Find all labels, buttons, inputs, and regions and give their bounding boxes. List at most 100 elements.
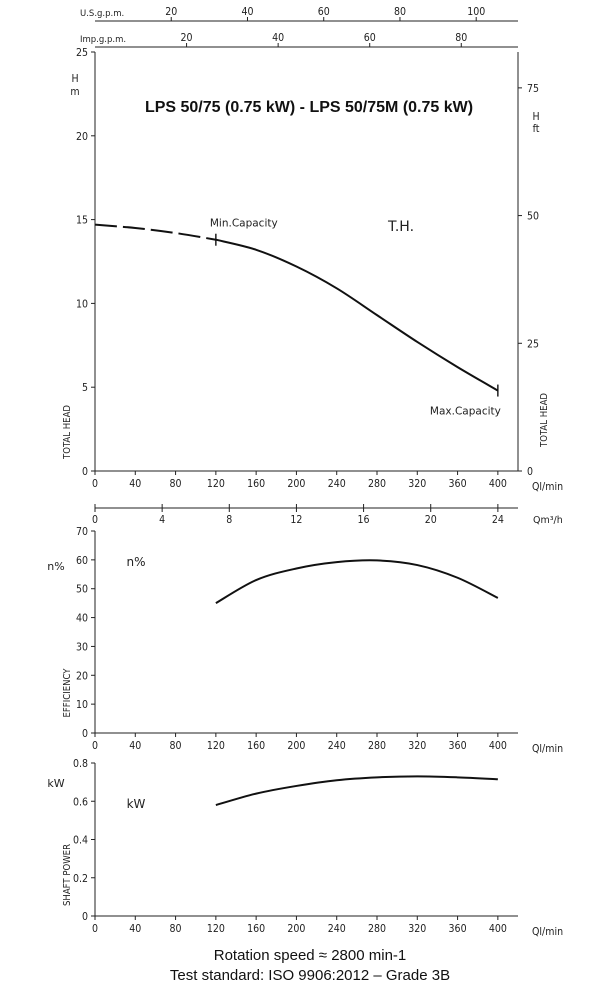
efficiency-unit-label: n% xyxy=(47,560,64,573)
shaft_power-x-tick-label: 280 xyxy=(368,923,386,935)
head-x-tick-label: 120 xyxy=(207,478,225,490)
efficiency-x-tick-label: 160 xyxy=(247,740,265,752)
top-flow-axes: U.S.g.p.m. Imp.g.p.m. 20 40 60 80 100 20 40 60 80 xyxy=(80,6,518,48)
m3h-tick-label: 8 xyxy=(226,514,232,526)
m3h-axis: 0 4 8 12 16 20 24 Qm³/h xyxy=(92,504,563,526)
efficiency-y-tick-label: 60 xyxy=(76,555,88,567)
head-x-tick-label: 0 xyxy=(92,478,98,490)
shaft_power-x-tick-label: 120 xyxy=(207,923,225,935)
efficiency-y-tick-label: 20 xyxy=(76,670,88,682)
us-gpm-tick-label: 100 xyxy=(467,6,485,18)
head-y-axis-title: TOTAL HEAD xyxy=(62,405,73,460)
head-y-tick-label: 10 xyxy=(76,298,88,310)
head-x-unit-label: Ql/min xyxy=(532,481,563,493)
head-y-tick-label: 5 xyxy=(82,382,88,394)
us-gpm-tick-label: 40 xyxy=(241,6,253,18)
head-x-tick-label: 200 xyxy=(287,478,305,490)
efficiency-x-tick-label: 400 xyxy=(489,740,507,752)
head-x-tick-label: 320 xyxy=(408,478,426,490)
shaft_power-y-axis-title: SHAFT POWER xyxy=(62,844,73,906)
efficiency-panel: 0 10 20 30 40 50 60 70 0 40 80 120 160 200 240 280 320 36… xyxy=(47,526,563,755)
head-y-tick-label: 15 xyxy=(76,215,88,227)
head-unit-h-label: H xyxy=(71,73,78,85)
efficiency-y-tick-label: 70 xyxy=(76,526,88,538)
m3h-tick-label: 20 xyxy=(425,514,437,526)
head-right-unit-ft-label: ft xyxy=(533,123,540,135)
us-gpm-tick-label: 80 xyxy=(394,6,406,18)
min-capacity-label: Min.Capacity xyxy=(210,218,278,230)
efficiency-y-tick-label: 30 xyxy=(76,641,88,653)
power-curve-label: kW xyxy=(127,797,146,811)
us-gpm-tick-label: 20 xyxy=(165,6,177,18)
shaft_power-x-tick-label: 40 xyxy=(129,923,141,935)
head-x-tick-label: 400 xyxy=(489,478,507,490)
head-right-tick-label: 0 xyxy=(527,466,533,478)
m3h-tick-label: 12 xyxy=(290,514,302,526)
head-right-tick-label: 25 xyxy=(527,338,539,350)
power-unit-label: kW xyxy=(47,777,64,790)
efficiency-x-unit-label: Ql/min xyxy=(532,743,563,755)
head-unit-m-label: m xyxy=(70,86,79,98)
shaft_power-x-tick-label: 360 xyxy=(449,923,467,935)
head-right-axis-title: TOTAL HEAD xyxy=(539,393,550,448)
shaft_power-x-tick-label: 400 xyxy=(489,923,507,935)
head-x-tick-label: 80 xyxy=(170,478,182,490)
head-y-tick-label: 25 xyxy=(76,47,88,59)
imp-gpm-tick-label: 60 xyxy=(364,32,376,44)
m3h-tick-label: 24 xyxy=(492,514,504,526)
imp-gpm-tick-label: 80 xyxy=(455,32,467,44)
efficiency-x-tick-label: 120 xyxy=(207,740,225,752)
shaft_power-x-unit-label: Ql/min xyxy=(532,926,563,938)
efficiency-y-tick-label: 50 xyxy=(76,584,88,596)
efficiency-x-tick-label: 280 xyxy=(368,740,386,752)
efficiency-y-tick-label: 40 xyxy=(76,613,88,625)
head-x-tick-label: 360 xyxy=(449,478,467,490)
shaft_power-x-tick-label: 80 xyxy=(170,923,182,935)
head-curve-label: T.H. xyxy=(387,219,414,235)
efficiency-x-tick-label: 360 xyxy=(449,740,467,752)
max-capacity-label: Max.Capacity xyxy=(430,406,501,418)
shaft_power-x-tick-label: 240 xyxy=(328,923,346,935)
head-right-tick-label: 75 xyxy=(527,83,539,95)
shaft_power-curve xyxy=(215,775,498,807)
efficiency-x-tick-label: 320 xyxy=(408,740,426,752)
shaft_power-x-tick-label: 160 xyxy=(247,923,265,935)
shaft_power-x-tick-label: 320 xyxy=(408,923,426,935)
head-x-tick-label: 280 xyxy=(368,478,386,490)
m3h-tick-label: 16 xyxy=(358,514,370,526)
head-right-tick-label: 50 xyxy=(527,211,539,223)
efficiency-curve-label: n% xyxy=(126,555,145,569)
head-x-tick-label: 160 xyxy=(247,478,265,490)
efficiency-curve xyxy=(215,559,499,605)
us-gpm-axis-title: U.S.g.p.m. xyxy=(80,9,124,19)
shaft_power-x-tick-label: 200 xyxy=(287,923,305,935)
m3h-tick-label: 4 xyxy=(159,514,165,526)
head-y-tick-label: 0 xyxy=(82,466,88,478)
efficiency-x-tick-label: 0 xyxy=(92,740,98,752)
efficiency-y-tick-label: 10 xyxy=(76,699,88,711)
m3h-tick-label: 0 xyxy=(92,514,98,526)
m3h-unit-label: Qm³/h xyxy=(533,515,563,526)
efficiency-y-tick-label: 0 xyxy=(82,728,88,740)
head-x-tick-label: 40 xyxy=(129,478,141,490)
power-panel: 0 0.2 0.4 0.6 0.8 0 40 80 120 160 200 240 280 320 360 4… xyxy=(47,758,563,938)
test-standard-note: Test standard: ISO 9906:2012 – Grade 3B xyxy=(170,967,450,984)
head-right-unit-h-label: H xyxy=(532,111,539,123)
efficiency-x-tick-label: 200 xyxy=(287,740,305,752)
shaft_power-x-tick-label: 0 xyxy=(92,923,98,935)
chart-title: LPS 50/75 (0.75 kW) - LPS 50/75M (0.75 k… xyxy=(145,99,473,116)
head-curve-dashed xyxy=(94,223,217,241)
imp-gpm-axis-title: Imp.g.p.m. xyxy=(80,35,126,45)
shaft_power-y-tick-label: 0 xyxy=(82,911,88,923)
shaft_power-y-tick-label: 0.6 xyxy=(73,796,88,808)
efficiency-x-tick-label: 40 xyxy=(129,740,141,752)
shaft_power-y-tick-label: 0.4 xyxy=(73,835,88,847)
us-gpm-tick-label: 60 xyxy=(318,6,330,18)
shaft_power-y-tick-label: 0.2 xyxy=(73,873,88,885)
imp-gpm-tick-label: 40 xyxy=(272,32,284,44)
efficiency-y-axis-title: EFFICIENCY xyxy=(62,668,73,718)
head-y-tick-label: 20 xyxy=(76,131,88,143)
rotation-speed-note: Rotation speed ≈ 2800 min-1 xyxy=(214,947,407,964)
shaft_power-y-tick-label: 0.8 xyxy=(73,758,88,770)
